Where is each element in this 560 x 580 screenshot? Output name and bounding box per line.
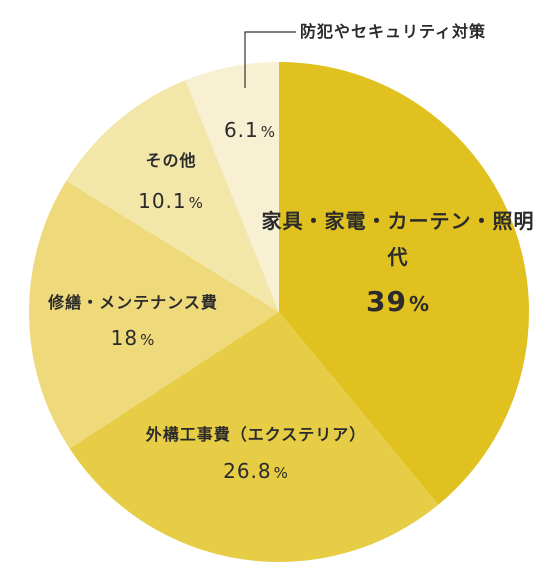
slice-label-other: その他 bbox=[145, 151, 196, 170]
slice-value-security: 6.1% bbox=[224, 118, 276, 142]
labels-layer: 家具・家電・カーテン・照明代 39 % 外構工事費（エクステリア） 26.8 % 修繕・メン… bbox=[47, 22, 535, 483]
pie-slice-other bbox=[66, 80, 280, 313]
slice-value-exterior: 26.8% bbox=[223, 459, 289, 483]
slice-label-security: 防犯やセキュリティ対策 bbox=[300, 22, 486, 41]
slice-value-maintenance: 18% bbox=[111, 326, 156, 350]
slice-label-furniture-line-1: 家具・家電・カーテン・照明 bbox=[262, 209, 535, 233]
pie-slice-furniture bbox=[279, 62, 529, 505]
slice-label-maintenance: 修繕・メンテナンス費 bbox=[47, 293, 218, 312]
pie-slice-maintenance bbox=[29, 180, 279, 449]
pie-slice-exterior bbox=[69, 312, 439, 562]
pie-slice-security bbox=[185, 62, 279, 312]
slices-layer bbox=[29, 62, 529, 562]
slice-label-furniture-line-2: 代 bbox=[387, 245, 409, 269]
slice-label-exterior: 外構工事費（エクステリア） bbox=[145, 425, 367, 444]
callout-layer bbox=[244, 31, 296, 88]
callout-line-security bbox=[244, 31, 296, 88]
slice-value-other: 10.1% bbox=[138, 189, 204, 213]
slice-value-furniture: 39% bbox=[366, 285, 430, 318]
